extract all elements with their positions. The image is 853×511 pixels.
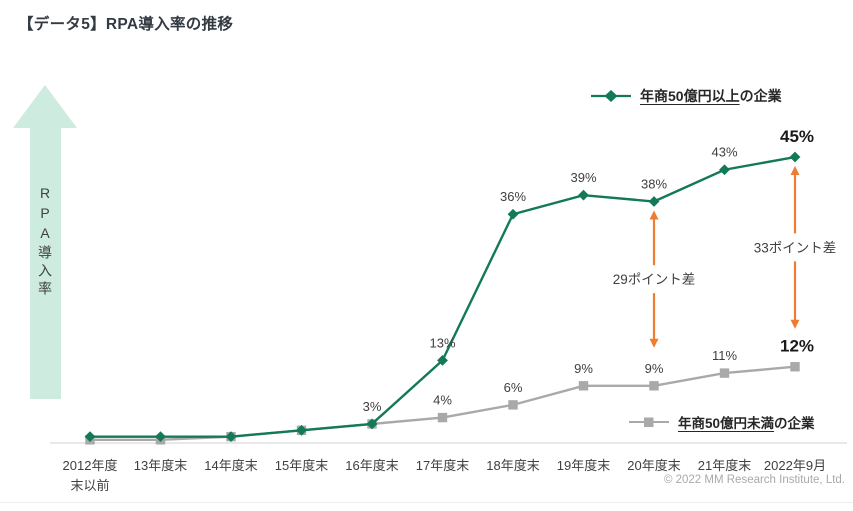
legend-label: 年商50億円未満の企業 (678, 416, 815, 431)
data-point-square (437, 412, 448, 423)
data-point-diamond (437, 354, 448, 366)
y-axis-label: RPA導入率 (37, 185, 53, 299)
legend-label: 年商50億円以上の企業 (640, 88, 782, 104)
bottom-divider (0, 502, 853, 503)
x-axis-tick-label: 13年度末 (134, 458, 187, 473)
copyright-notice: © 2022 MM Research Institute, Ltd. (663, 474, 845, 486)
data-point-label: 36% (500, 189, 526, 204)
data-point-square (649, 381, 659, 391)
data-point-diamond (648, 196, 660, 207)
data-point-diamond (789, 151, 801, 163)
page-title: 【データ5】RPA導入率の推移 (18, 16, 234, 33)
data-point-label: 11% (712, 348, 737, 363)
x-axis-tick-label: 2012年度末以前 (63, 458, 118, 493)
x-axis-tick-label: 15年度末 (275, 458, 328, 473)
gap-arrow-head-down-icon (649, 338, 659, 348)
gap-annotation-label: 33ポイント差 (754, 240, 837, 255)
gap-arrow-head-up-icon (790, 166, 800, 176)
data-point-diamond (719, 164, 730, 176)
arrow-body (29, 128, 61, 399)
data-point-diamond (84, 431, 96, 443)
x-axis-tick-label: 21年度末 (698, 458, 751, 473)
data-point-diamond (296, 424, 307, 436)
x-axis-tick-label: 2022年9月 (764, 458, 826, 473)
x-axis-tick-label: 16年度末 (345, 458, 398, 473)
data-point-label: 13% (429, 335, 455, 350)
data-point-diamond (366, 418, 378, 430)
data-point-diamond (578, 189, 589, 201)
data-point-square (790, 362, 800, 372)
gap-annotation-label: 29ポイント差 (613, 272, 696, 287)
gap-arrow-head-down-icon (790, 319, 800, 329)
x-axis-tick-label: 17年度末 (416, 458, 469, 473)
data-point-label: 12% (780, 337, 814, 356)
data-point-label: 9% (574, 361, 593, 376)
legend-below-50-billion: 年商50億円未満の企業 (629, 412, 815, 432)
data-point-square (508, 400, 518, 410)
square-marker-icon (629, 417, 669, 427)
x-axis-tick-label: 14年度末 (204, 458, 257, 473)
data-point-label: 4% (433, 393, 452, 408)
data-point-label: 39% (570, 170, 596, 185)
data-point-diamond (225, 431, 237, 443)
data-point-diamond (507, 208, 519, 220)
x-axis-tick-label: 20年度末 (627, 458, 680, 473)
arrow-up-icon (13, 85, 77, 128)
data-point-diamond (155, 431, 166, 443)
data-point-label: 38% (641, 177, 667, 192)
data-point-label: 9% (645, 361, 664, 376)
data-point-square (578, 381, 589, 391)
x-axis-tick-label: 18年度末 (486, 458, 539, 473)
data-point-label: 6% (504, 380, 523, 395)
data-point-square (719, 368, 730, 378)
legend-above-50-billion: 年商50億円以上の企業 (591, 86, 782, 106)
data-point-label: 45% (780, 127, 814, 146)
data-point-label: 43% (711, 145, 737, 160)
diamond-marker-icon (591, 90, 631, 102)
gap-arrow-head-up-icon (649, 210, 659, 220)
x-axis-tick-label: 19年度末 (557, 458, 610, 473)
y-axis-arrow: RPA導入率 (13, 85, 77, 399)
data-point-label: 3% (363, 399, 382, 414)
